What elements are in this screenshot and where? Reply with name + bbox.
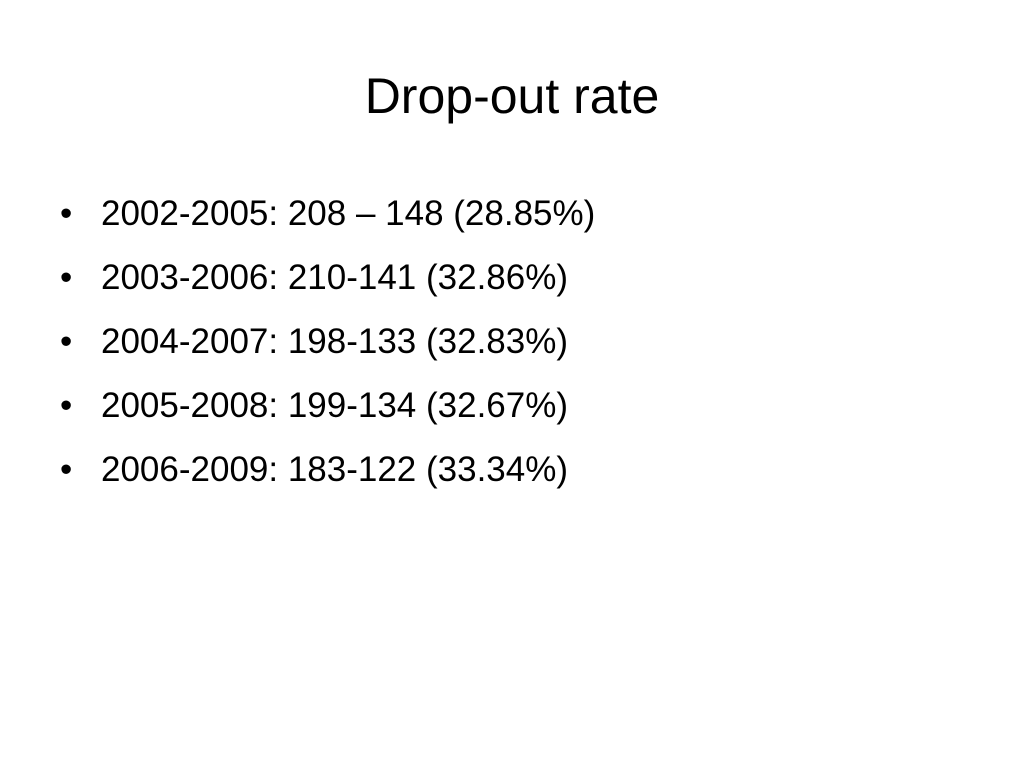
bullet-dot-icon: • bbox=[60, 258, 73, 297]
bullet-text: 2002-2005: 208 – 148 (28.85%) bbox=[101, 194, 596, 233]
bullet-dot-icon: • bbox=[60, 194, 73, 233]
bullet-item-5: • 2006-2009: 183-122 (33.34%) bbox=[60, 445, 595, 509]
bullet-dot-icon: • bbox=[60, 386, 73, 425]
bullet-item-1: • 2002-2005: 208 – 148 (28.85%) bbox=[60, 189, 595, 253]
bullet-text: 2006-2009: 183-122 (33.34%) bbox=[101, 450, 569, 489]
bullet-list: • 2002-2005: 208 – 148 (28.85%) • 2003-2… bbox=[60, 189, 595, 509]
bullet-item-4: • 2005-2008: 199-134 (32.67%) bbox=[60, 381, 595, 445]
bullet-text: 2005-2008: 199-134 (32.67%) bbox=[101, 386, 569, 425]
bullet-text: 2003-2006: 210-141 (32.86%) bbox=[101, 258, 569, 297]
bullet-dot-icon: • bbox=[60, 322, 73, 361]
bullet-text: 2004-2007: 198-133 (32.83%) bbox=[101, 322, 569, 361]
slide-title: Drop-out rate bbox=[364, 68, 660, 124]
bullet-item-3: • 2004-2007: 198-133 (32.83%) bbox=[60, 317, 595, 381]
bullet-dot-icon: • bbox=[60, 450, 73, 489]
bullet-item-2: • 2003-2006: 210-141 (32.86%) bbox=[60, 253, 595, 317]
